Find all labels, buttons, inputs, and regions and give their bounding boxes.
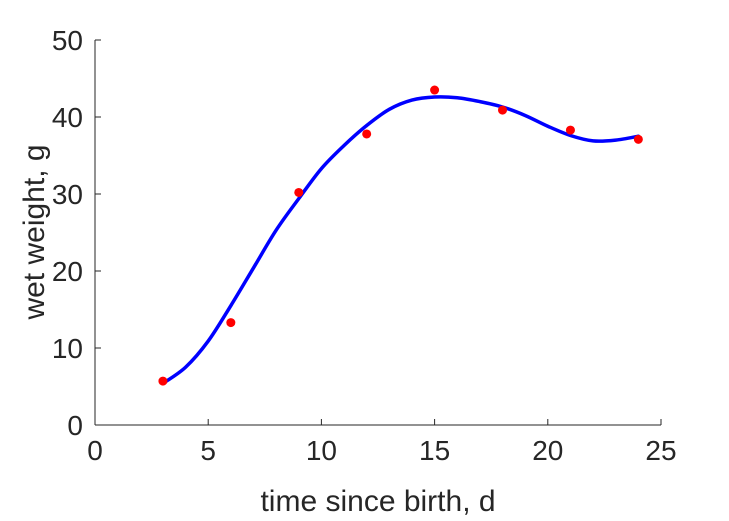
x-axis-title: time since birth, d bbox=[260, 485, 495, 518]
y-tick-label: 40 bbox=[52, 102, 83, 133]
data-point bbox=[565, 125, 575, 135]
data-point bbox=[294, 187, 304, 197]
data-point bbox=[633, 134, 643, 144]
axes: 0 5 10 15 20 25 0 10 20 30 40 50 bbox=[52, 25, 677, 466]
data-point bbox=[430, 85, 440, 95]
data-point bbox=[362, 129, 372, 139]
y-tick-label: 10 bbox=[52, 333, 83, 364]
y-tick-label: 20 bbox=[52, 256, 83, 287]
x-tick-label: 0 bbox=[87, 435, 103, 466]
plot-area bbox=[158, 85, 643, 386]
y-tick-label: 50 bbox=[52, 25, 83, 56]
data-point bbox=[498, 105, 508, 115]
x-tick-label: 5 bbox=[200, 435, 216, 466]
data-point bbox=[158, 376, 168, 386]
x-ticks: 0 5 10 15 20 25 bbox=[87, 419, 677, 466]
x-tick-label: 20 bbox=[532, 435, 563, 466]
x-tick-label: 25 bbox=[645, 435, 676, 466]
y-ticks: 0 10 20 30 40 50 bbox=[52, 25, 101, 441]
y-axis-title: wet weight, g bbox=[18, 144, 51, 320]
x-tick-label: 15 bbox=[419, 435, 450, 466]
x-tick-label: 10 bbox=[306, 435, 337, 466]
data-point bbox=[226, 318, 236, 328]
y-tick-label: 0 bbox=[67, 410, 83, 441]
y-tick-label: 30 bbox=[52, 179, 83, 210]
fit-curve bbox=[161, 95, 641, 386]
